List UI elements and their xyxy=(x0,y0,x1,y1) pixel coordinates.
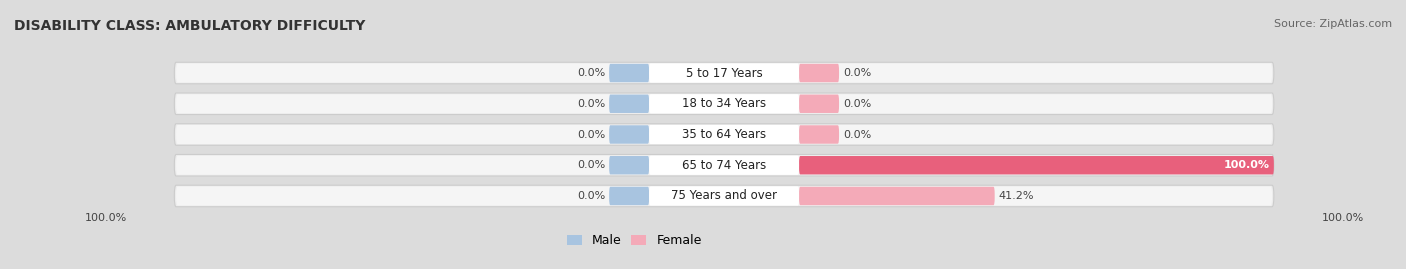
Text: 0.0%: 0.0% xyxy=(576,99,605,109)
Text: 0.0%: 0.0% xyxy=(576,160,605,170)
Text: 65 to 74 Years: 65 to 74 Years xyxy=(682,159,766,172)
FancyBboxPatch shape xyxy=(799,64,839,82)
FancyBboxPatch shape xyxy=(609,64,650,82)
Text: 0.0%: 0.0% xyxy=(844,129,872,140)
Text: 100.0%: 100.0% xyxy=(1223,160,1270,170)
FancyBboxPatch shape xyxy=(799,125,839,144)
Text: 0.0%: 0.0% xyxy=(576,129,605,140)
Text: 41.2%: 41.2% xyxy=(998,191,1035,201)
Text: Source: ZipAtlas.com: Source: ZipAtlas.com xyxy=(1274,19,1392,29)
FancyBboxPatch shape xyxy=(174,185,1274,207)
FancyBboxPatch shape xyxy=(176,186,1272,206)
FancyBboxPatch shape xyxy=(174,62,1274,84)
FancyBboxPatch shape xyxy=(609,156,650,175)
Text: DISABILITY CLASS: AMBULATORY DIFFICULTY: DISABILITY CLASS: AMBULATORY DIFFICULTY xyxy=(14,19,366,33)
FancyBboxPatch shape xyxy=(609,94,650,113)
FancyBboxPatch shape xyxy=(174,93,1274,115)
FancyBboxPatch shape xyxy=(650,94,799,113)
FancyBboxPatch shape xyxy=(650,63,799,83)
FancyBboxPatch shape xyxy=(650,156,799,175)
FancyBboxPatch shape xyxy=(609,187,650,205)
Text: 18 to 34 Years: 18 to 34 Years xyxy=(682,97,766,110)
FancyBboxPatch shape xyxy=(650,125,799,144)
Text: 75 Years and over: 75 Years and over xyxy=(671,189,778,203)
Text: 0.0%: 0.0% xyxy=(844,99,872,109)
FancyBboxPatch shape xyxy=(176,94,1272,113)
FancyBboxPatch shape xyxy=(799,94,839,113)
Text: 100.0%: 100.0% xyxy=(1322,213,1364,222)
FancyBboxPatch shape xyxy=(799,156,1274,175)
FancyBboxPatch shape xyxy=(174,154,1274,176)
FancyBboxPatch shape xyxy=(609,125,650,144)
Text: 100.0%: 100.0% xyxy=(84,213,127,222)
Text: 5 to 17 Years: 5 to 17 Years xyxy=(686,66,762,80)
FancyBboxPatch shape xyxy=(650,186,799,206)
FancyBboxPatch shape xyxy=(174,124,1274,145)
Text: 0.0%: 0.0% xyxy=(844,68,872,78)
FancyBboxPatch shape xyxy=(176,63,1272,83)
Text: 0.0%: 0.0% xyxy=(576,191,605,201)
FancyBboxPatch shape xyxy=(799,187,994,205)
Legend: Male, Female: Male, Female xyxy=(561,229,707,252)
FancyBboxPatch shape xyxy=(176,156,1272,175)
Text: 35 to 64 Years: 35 to 64 Years xyxy=(682,128,766,141)
Text: 0.0%: 0.0% xyxy=(576,68,605,78)
FancyBboxPatch shape xyxy=(176,125,1272,144)
